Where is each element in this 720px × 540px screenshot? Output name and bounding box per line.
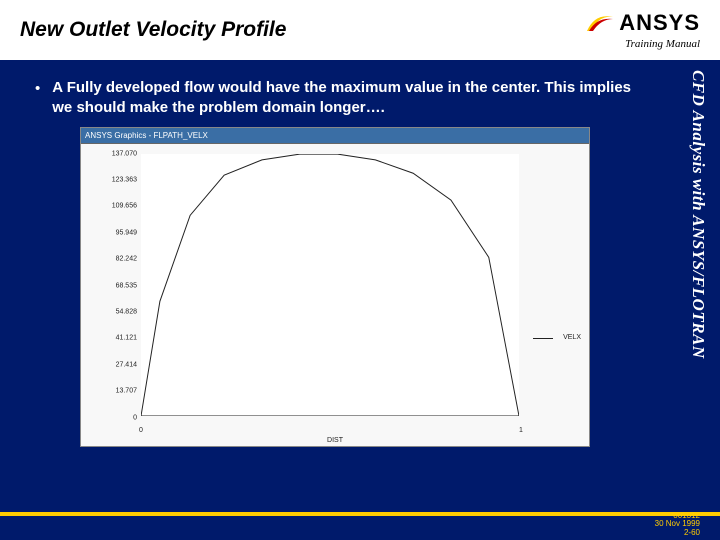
chart-area: 0 13.707 27.414 41.121 54.828 68.535 82.242 95.…	[81, 144, 589, 446]
legend-label: VELX	[563, 334, 581, 341]
ansys-logo: ANSYS	[585, 10, 700, 36]
plot-area	[141, 154, 519, 416]
velocity-line-plot	[141, 154, 519, 416]
y-tick-label: 54.828	[85, 308, 137, 315]
chart-window: ANSYS Graphics - FLPATH_VELX 0 13.707 27.4…	[80, 127, 590, 447]
x-axis-label: DIST	[327, 437, 343, 444]
slide-content: • A Fully developed flow would have the …	[0, 60, 720, 447]
y-tick-label: 13.707	[85, 388, 137, 395]
y-tick-label: 27.414	[85, 361, 137, 368]
chart-window-titlebar: ANSYS Graphics - FLPATH_VELX	[81, 128, 589, 144]
logo-area: ANSYS Training Manual	[585, 10, 700, 50]
chart-window-title: ANSYS Graphics - FLPATH_VELX	[85, 131, 208, 140]
bullet-item: • A Fully developed flow would have the …	[35, 78, 680, 119]
x-tick-label: 1	[519, 427, 523, 434]
x-tick-label: 0	[139, 427, 143, 434]
slide-title: New Outlet Velocity Profile	[20, 18, 286, 42]
y-tick-label: 82.242	[85, 256, 137, 263]
bullet-text: A Fully developed flow would have the ma…	[52, 78, 632, 119]
footer-page: 2-60	[655, 529, 700, 538]
y-tick-label: 95.949	[85, 229, 137, 236]
slide-footer: 001312 30 Nov 1999 2-60	[655, 512, 700, 538]
footer-accent-bar	[0, 512, 720, 516]
y-tick-label: 109.656	[85, 203, 137, 210]
header-subtitle: Training Manual	[585, 38, 700, 50]
y-tick-label: 137.070	[85, 150, 137, 157]
logo-swoosh-icon	[585, 11, 615, 35]
y-tick-label: 41.121	[85, 335, 137, 342]
bullet-marker: •	[35, 78, 40, 119]
logo-text: ANSYS	[619, 10, 700, 36]
y-tick-label: 0	[85, 414, 137, 421]
legend-line-sample	[533, 338, 553, 339]
y-tick-label: 68.535	[85, 282, 137, 289]
vertical-side-label: CFD Analysis with ANSYS/FLOTRAN	[688, 70, 708, 465]
slide-header: New Outlet Velocity Profile ANSYS Traini…	[0, 0, 720, 60]
y-tick-label: 123.363	[85, 176, 137, 183]
